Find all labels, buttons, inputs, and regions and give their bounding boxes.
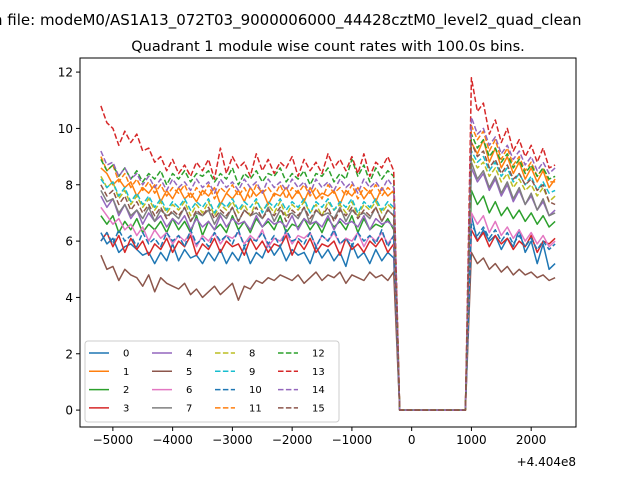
series-line-12 xyxy=(100,133,556,411)
series-layer xyxy=(100,76,556,411)
chart-title: Quadrant 1 module wise count rates with … xyxy=(131,39,525,55)
series-line-2 xyxy=(100,189,556,411)
legend-label-6: 6 xyxy=(186,385,192,396)
legend-label-12: 12 xyxy=(312,349,325,360)
legend-label-3: 3 xyxy=(123,403,129,414)
y-tick-label: 8 xyxy=(65,178,73,192)
series-line-7 xyxy=(100,161,556,411)
x-tick-label: −2000 xyxy=(272,433,313,447)
x-tick-label: 1000 xyxy=(456,433,487,447)
y-tick-label: 10 xyxy=(58,122,73,136)
x-tick-label: 0 xyxy=(408,433,416,447)
y-tick-label: 4 xyxy=(65,291,73,305)
series-line-10 xyxy=(100,223,556,411)
x-tick-label: −1000 xyxy=(332,433,373,447)
x-axis: −5000 −4000 −3000 −2000 −1000 0 1000 2000 xyxy=(93,427,547,447)
plot-area xyxy=(100,76,556,411)
axes-frame xyxy=(79,57,577,428)
legend-label-9: 9 xyxy=(249,367,255,378)
y-tick-label: 12 xyxy=(58,66,73,80)
legend-label-4: 4 xyxy=(186,349,192,360)
legend-label-0: 0 xyxy=(123,349,129,360)
y-tick-label: 0 xyxy=(65,404,73,418)
legend-label-8: 8 xyxy=(249,349,255,360)
x-tick-label: 2000 xyxy=(516,433,547,447)
series-line-5 xyxy=(100,251,556,411)
figure-suptitle: n file: modeM0/AS1A13_072T03_9000006000_… xyxy=(0,11,582,30)
series-line-14 xyxy=(100,116,556,411)
legend-label-10: 10 xyxy=(249,385,262,396)
y-tick-label: 2 xyxy=(65,347,73,361)
series-line-3 xyxy=(100,229,556,411)
legend-label-15: 15 xyxy=(312,403,325,414)
legend-label-11: 11 xyxy=(249,403,262,414)
legend-label-2: 2 xyxy=(123,385,129,396)
series-line-9 xyxy=(100,150,556,411)
series-line-15 xyxy=(100,141,556,411)
x-tick-label: −5000 xyxy=(93,433,134,447)
x-tick-label: −4000 xyxy=(152,433,193,447)
x-tick-label: −3000 xyxy=(212,433,253,447)
legend-frame xyxy=(84,340,340,423)
x-offset-label: +4.404e8 xyxy=(517,455,576,469)
series-line-4 xyxy=(100,167,556,411)
series-line-13 xyxy=(100,76,556,411)
y-axis: 0 2 4 6 8 10 12 xyxy=(58,66,80,418)
legend-label-13: 13 xyxy=(312,367,325,378)
legend-label-1: 1 xyxy=(123,367,129,378)
legend-label-5: 5 xyxy=(186,367,192,378)
y-tick-label: 6 xyxy=(65,235,73,249)
series-line-11 xyxy=(100,124,556,411)
legend-label-7: 7 xyxy=(186,403,192,414)
legend-label-14: 14 xyxy=(312,385,325,396)
